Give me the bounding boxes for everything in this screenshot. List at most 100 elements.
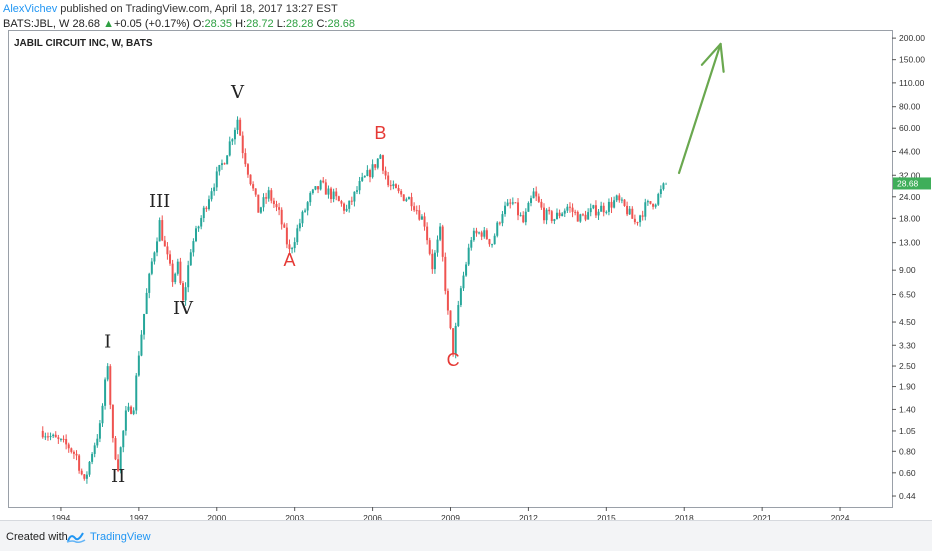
candle-body (413, 206, 416, 211)
candle-body (402, 194, 405, 201)
candle-body (613, 200, 616, 208)
candle-body (145, 292, 148, 314)
candle-body (558, 212, 561, 217)
y-tick-label: 110.00 (899, 78, 925, 88)
candle-body (506, 202, 509, 206)
candle-body (207, 199, 210, 210)
candle-body (623, 199, 626, 206)
publish-info: published on TradingView.com, April 18, … (57, 3, 338, 15)
candle-body (317, 186, 320, 190)
candle-body (615, 195, 618, 201)
candle-body (223, 163, 226, 165)
candle-body (548, 209, 551, 212)
candle-body (117, 459, 120, 471)
up-triangle-icon: ▲ (103, 18, 114, 30)
candle-body (641, 215, 644, 217)
candle-body (475, 230, 478, 234)
candle-body (335, 191, 338, 197)
candle-body (65, 439, 68, 445)
candle-body (501, 214, 504, 224)
candle-body (631, 208, 634, 219)
candle-body (639, 215, 642, 223)
candle-body (504, 205, 507, 215)
wave-label: III (149, 191, 170, 212)
candle-body (374, 164, 377, 168)
tradingview-brand[interactable]: TradingView (90, 531, 151, 543)
candle-body (330, 188, 333, 200)
candle-body (511, 202, 514, 204)
candle-body (491, 244, 494, 246)
candle-body (514, 202, 517, 204)
wave-label: II (111, 466, 125, 487)
y-tick-label: 32.00 (899, 170, 921, 180)
candle-body (124, 410, 127, 431)
candle-body (171, 263, 174, 283)
candle-body (587, 212, 590, 220)
publish-header: AlexVichev published on TradingView.com,… (3, 2, 338, 17)
candle-body (454, 325, 457, 354)
candle-body (270, 190, 273, 201)
candle-body (576, 211, 579, 222)
candle-body (62, 438, 65, 440)
candle-body (441, 226, 444, 257)
candle-body (527, 202, 530, 212)
candle-body (254, 188, 257, 195)
y-tick-label: 6.50 (899, 290, 916, 300)
candle-body (46, 436, 49, 438)
candle-body (431, 253, 434, 270)
candle-body (397, 188, 400, 192)
open-label: O: (192, 18, 205, 30)
candle-body (148, 273, 151, 293)
low-label: L: (276, 18, 286, 30)
candle-body (400, 191, 403, 195)
candle-body (415, 210, 418, 212)
candle-body (85, 474, 88, 479)
tradingview-logo-icon[interactable] (66, 530, 86, 544)
candle-body (309, 193, 312, 203)
projection-arrow-head (719, 42, 725, 73)
candle-body (472, 230, 475, 241)
candle-body (262, 197, 265, 208)
high-label: H: (235, 18, 247, 30)
last-price-tag-label: 28.68 (897, 178, 919, 188)
candle-body (78, 455, 81, 471)
candle-body (184, 287, 187, 301)
candle-body (231, 139, 234, 142)
candle-body (163, 240, 166, 247)
candle-body (620, 199, 623, 201)
wave-label: V (230, 82, 245, 103)
candle-body (106, 366, 109, 380)
candle-body (111, 404, 114, 439)
y-tick-label: 80.00 (899, 102, 921, 112)
y-tick-label: 1.40 (899, 404, 916, 414)
candle-body (249, 174, 252, 185)
candle-body (200, 218, 203, 227)
candle-body (179, 261, 182, 284)
author-link[interactable]: AlexVichev (3, 3, 58, 15)
y-tick-label: 44.00 (899, 146, 921, 156)
candle-body (389, 185, 392, 187)
candle-body (654, 204, 657, 207)
candle-body (182, 283, 185, 301)
candle-body (228, 141, 231, 156)
candle-body (197, 226, 200, 229)
candle-body (176, 261, 179, 274)
candle-body (594, 205, 597, 216)
candle-body (324, 182, 327, 195)
x-tick-label: 1997 (129, 513, 148, 520)
candle-body (158, 220, 161, 242)
y-tick-label: 0.44 (899, 491, 916, 501)
chart-title: JABIL CIRCUIT INC, W, BATS (14, 38, 153, 49)
candle-body (202, 207, 205, 219)
candle-body (579, 214, 582, 222)
price-chart[interactable]: 200.00 150.00 110.00 80.00 60.00 44.00 32.00 24… (0, 0, 932, 520)
candle-body (236, 119, 239, 130)
wave-label: IV (173, 298, 194, 319)
candle-body (57, 437, 60, 439)
candle-body (174, 273, 177, 283)
candle-body (356, 190, 359, 192)
candle-body (135, 375, 138, 411)
candle-body (220, 163, 223, 166)
y-tick-label: 0.60 (899, 468, 916, 478)
candle-body (610, 201, 613, 208)
